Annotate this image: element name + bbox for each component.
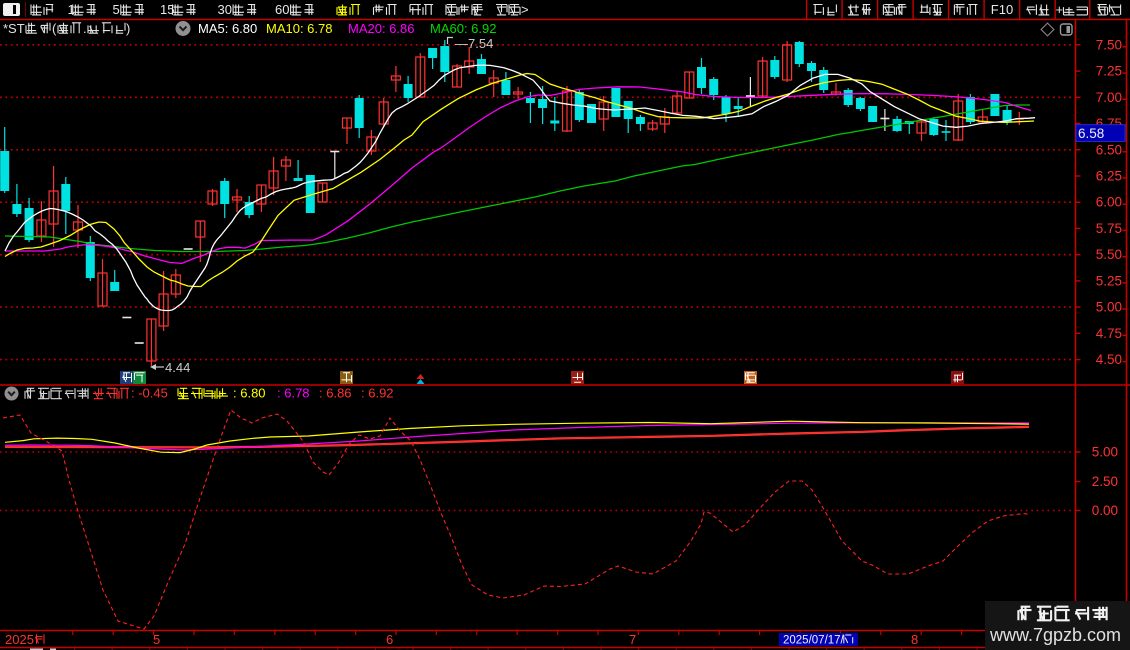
svg-text:www.7gpzb.com: www.7gpzb.com [989,625,1121,645]
svg-text:5: 5 [153,632,160,647]
svg-text:: 6.86: : 6.86 [319,386,352,401]
svg-text:2.50: 2.50 [1092,474,1118,489]
svg-text:5.00: 5.00 [1092,445,1118,460]
svg-text:>: > [521,2,529,17]
svg-text:: 6.78: : 6.78 [277,386,310,401]
svg-text:4.50: 4.50 [1096,352,1122,367]
svg-text:(: ( [52,21,57,36]
svg-text:8: 8 [911,632,918,647]
svg-text:—7.54: —7.54 [455,36,493,51]
svg-text:6.58: 6.58 [1078,126,1104,141]
svg-text:5.75: 5.75 [1096,221,1122,236]
svg-text:2025: 2025 [5,632,34,647]
svg-text:60: 60 [275,2,289,17]
svg-text:5.50: 5.50 [1096,247,1122,262]
svg-text:MA20: 6.86: MA20: 6.86 [348,21,415,36]
svg-text:6: 6 [386,632,393,647]
svg-text:30: 30 [218,2,232,17]
svg-text:4.44: 4.44 [165,360,190,375]
svg-text:+: + [1056,2,1064,17]
svg-text:7.50: 7.50 [1096,37,1122,52]
svg-text:4.75: 4.75 [1096,326,1122,341]
svg-text:0.00: 0.00 [1092,503,1118,518]
svg-text:: 6.92: : 6.92 [361,386,394,401]
svg-text:2025/07/17/: 2025/07/17/ [783,635,845,647]
svg-text:: -0.45: : -0.45 [131,386,168,401]
svg-text:MA10: 6.78: MA10: 6.78 [266,21,333,36]
svg-text:7.00: 7.00 [1096,90,1122,105]
svg-text:7: 7 [629,632,636,647]
svg-text:1: 1 [68,2,75,17]
svg-text:F10: F10 [991,2,1013,17]
svg-text:.: . [83,21,87,36]
svg-text:6.25: 6.25 [1096,168,1122,183]
svg-text:5: 5 [113,2,120,17]
svg-text:MA60: 6.92: MA60: 6.92 [430,21,497,36]
svg-text:7.25: 7.25 [1096,64,1122,79]
svg-text:*ST: *ST [3,21,25,36]
svg-text:15: 15 [160,2,174,17]
svg-text:5.00: 5.00 [1096,300,1122,315]
svg-text:6.50: 6.50 [1096,142,1122,157]
svg-text:: 6.80: : 6.80 [233,386,266,401]
svg-text:): ) [126,21,130,36]
svg-text:MA5: 6.80: MA5: 6.80 [198,21,257,36]
svg-text:5.25: 5.25 [1096,273,1122,288]
svg-text:6.00: 6.00 [1096,195,1122,210]
